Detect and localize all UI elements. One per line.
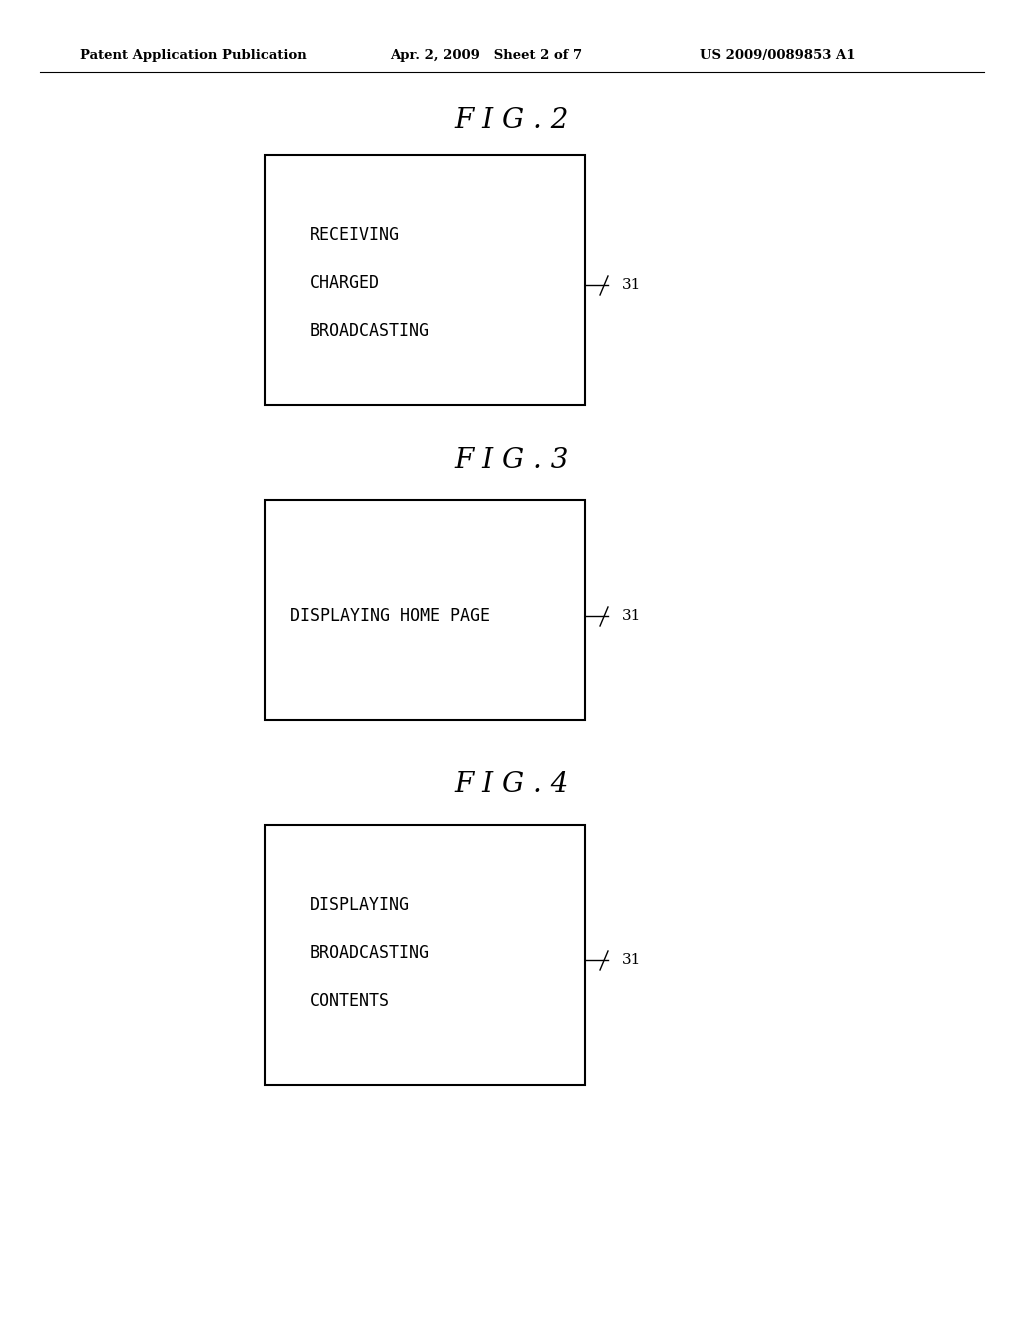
Bar	[265, 154, 585, 405]
Text: 31: 31	[622, 609, 641, 623]
Bar	[265, 825, 585, 1085]
Text: F I G . 3: F I G . 3	[455, 446, 569, 474]
Text: DISPLAYING: DISPLAYING	[310, 896, 410, 913]
Text: BROADCASTING: BROADCASTING	[310, 944, 430, 962]
Bar	[265, 500, 585, 719]
Text: 31: 31	[622, 953, 641, 968]
Text: BROADCASTING: BROADCASTING	[310, 322, 430, 341]
Text: RECEIVING: RECEIVING	[310, 226, 400, 244]
Text: US 2009/0089853 A1: US 2009/0089853 A1	[700, 49, 855, 62]
Text: CONTENTS: CONTENTS	[310, 993, 390, 1010]
Text: F I G . 4: F I G . 4	[455, 771, 569, 799]
Text: CHARGED: CHARGED	[310, 275, 380, 292]
Text: DISPLAYING HOME PAGE: DISPLAYING HOME PAGE	[290, 607, 490, 624]
Text: 31: 31	[622, 279, 641, 292]
Text: Patent Application Publication: Patent Application Publication	[80, 49, 307, 62]
Text: F I G . 2: F I G . 2	[455, 107, 569, 133]
Text: Apr. 2, 2009   Sheet 2 of 7: Apr. 2, 2009 Sheet 2 of 7	[390, 49, 582, 62]
